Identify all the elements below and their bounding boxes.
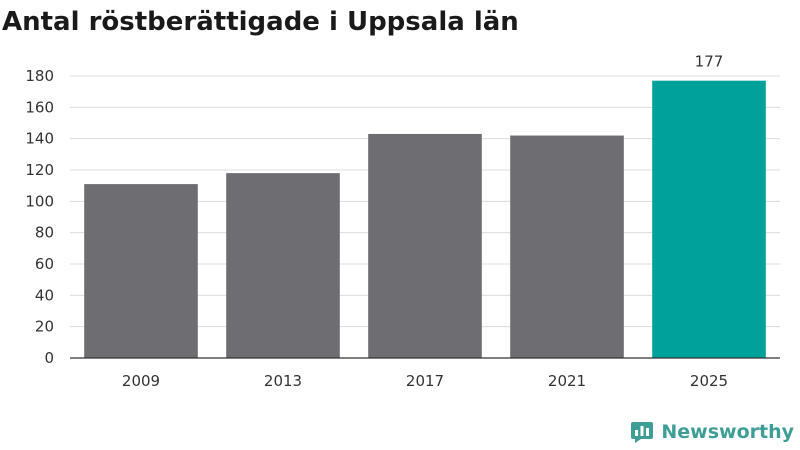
y-tick-label: 120 xyxy=(25,161,54,179)
y-tick-label: 40 xyxy=(35,286,54,304)
chart-title: Antal röstberättigade i Uppsala län xyxy=(2,7,519,37)
bar-2009 xyxy=(84,184,198,358)
bar-2025 xyxy=(652,80,766,358)
y-axis-tick-labels: 0 20 40 60 80 100 120 140 160 180 xyxy=(25,67,54,367)
y-tick-label: 140 xyxy=(25,130,54,148)
bars xyxy=(84,80,766,358)
y-tick-label: 80 xyxy=(35,224,54,242)
y-tick-label: 160 xyxy=(25,98,54,116)
newsworthy-logo-icon xyxy=(631,422,654,443)
x-axis-tick-labels: 2009 2013 2017 2021 2025 xyxy=(122,372,728,390)
x-tick-label: 2013 xyxy=(264,372,302,390)
x-tick-label: 2017 xyxy=(406,372,444,390)
data-label-2025: 177 xyxy=(695,53,724,71)
y-tick-label: 60 xyxy=(35,255,54,273)
x-tick-label: 2025 xyxy=(690,372,728,390)
y-tick-label: 20 xyxy=(35,318,54,336)
bar-2017 xyxy=(368,133,482,358)
y-tick-label: 180 xyxy=(25,67,54,85)
brand-logo: Newsworthy xyxy=(630,420,794,444)
y-tick-label: 100 xyxy=(25,192,54,210)
bar-2021 xyxy=(510,135,624,358)
y-tick-label: 0 xyxy=(44,349,54,367)
data-labels: 177 xyxy=(695,53,724,71)
brand-name: Newsworthy xyxy=(661,421,794,443)
x-tick-label: 2021 xyxy=(548,372,586,390)
bar-2013 xyxy=(226,173,340,358)
x-tick-label: 2009 xyxy=(122,372,160,390)
